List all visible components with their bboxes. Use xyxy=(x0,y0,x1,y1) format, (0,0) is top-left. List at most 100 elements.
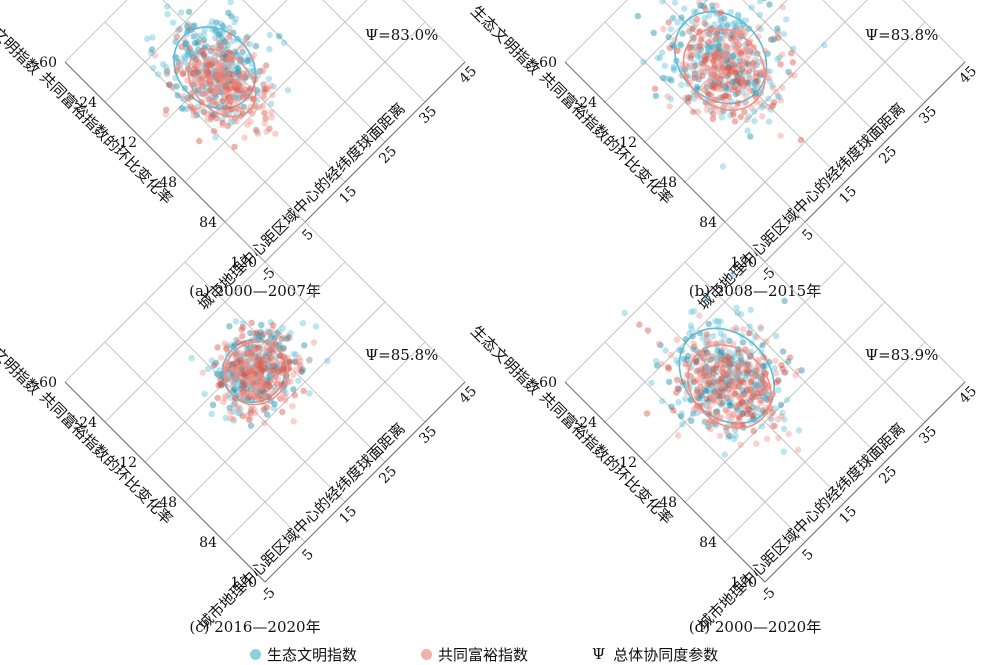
eco-point xyxy=(223,45,230,52)
common-point xyxy=(737,357,744,365)
eco-point xyxy=(280,345,287,352)
common-point xyxy=(719,364,727,372)
common-point xyxy=(259,357,266,364)
eco-point xyxy=(705,368,713,375)
eco-point xyxy=(208,88,216,95)
right-axis xyxy=(264,381,466,583)
eco-point xyxy=(225,41,232,49)
common-point xyxy=(716,388,723,395)
eco-point xyxy=(650,29,657,36)
eco-point xyxy=(742,17,750,24)
common-point xyxy=(259,362,266,369)
left-outer-axis-title: 生态文明指数 xyxy=(0,322,44,398)
common-point xyxy=(698,36,705,43)
grid-line xyxy=(104,221,306,423)
eco-point xyxy=(690,378,697,385)
eco-point xyxy=(755,384,763,391)
eco-point xyxy=(686,27,693,35)
common-point xyxy=(725,64,732,71)
eco-point xyxy=(734,73,741,81)
eco-point xyxy=(757,375,765,383)
common-point xyxy=(721,65,729,73)
eco-point xyxy=(749,382,757,389)
eco-point xyxy=(279,324,287,332)
common-point xyxy=(232,80,239,87)
common-point xyxy=(216,66,224,73)
eco-point xyxy=(717,318,724,325)
common-point xyxy=(190,105,197,113)
eco-point xyxy=(212,134,219,141)
eco-point xyxy=(712,408,720,415)
eco-point xyxy=(230,387,237,394)
eco-point xyxy=(215,71,222,78)
common-point xyxy=(777,61,784,68)
eco-point xyxy=(654,362,661,369)
eco-point xyxy=(734,374,741,382)
common-point xyxy=(266,367,273,375)
eco-point xyxy=(266,46,273,53)
eco-point xyxy=(272,364,279,372)
common-point xyxy=(742,28,749,35)
eco-point xyxy=(175,27,182,34)
eco-point xyxy=(214,75,221,82)
eco-point xyxy=(175,58,182,66)
eco-point xyxy=(258,369,265,376)
common-point xyxy=(250,367,257,374)
common-point xyxy=(238,391,246,398)
eco-point xyxy=(725,382,732,389)
common-point xyxy=(286,359,293,366)
eco-point xyxy=(640,58,647,66)
eco-point xyxy=(757,325,764,332)
psi-value: Ψ=83.9% xyxy=(865,346,938,364)
eco-point xyxy=(225,110,232,117)
right-axis-title: 城市地理中心距区域中心的经纬度球面距离 xyxy=(694,419,908,633)
common-point xyxy=(259,103,266,110)
common-point xyxy=(220,77,228,85)
eco-point xyxy=(256,386,263,393)
common-point xyxy=(261,109,268,117)
eco-point xyxy=(194,39,201,46)
legend-eco-marker xyxy=(250,648,261,660)
eco-point xyxy=(218,58,225,65)
series-common-points xyxy=(199,319,318,427)
eco-point xyxy=(708,355,716,363)
common-point xyxy=(690,376,697,383)
common-point xyxy=(219,69,226,76)
common-point xyxy=(698,42,705,50)
common-point xyxy=(222,82,229,89)
eco-point xyxy=(726,355,733,362)
common-point xyxy=(249,355,257,362)
eco-point xyxy=(182,40,189,48)
eco-point xyxy=(274,330,281,337)
common-point xyxy=(756,386,763,394)
common-point xyxy=(716,75,724,83)
common-point xyxy=(250,387,258,394)
eco-point xyxy=(706,47,713,55)
common-point xyxy=(711,57,718,64)
eco-point xyxy=(212,29,219,36)
eco-point xyxy=(723,427,730,434)
left-tick-label: 120 xyxy=(230,575,257,591)
common-point xyxy=(201,90,208,97)
eco-point xyxy=(254,72,262,79)
common-point xyxy=(724,65,731,73)
eco-point xyxy=(703,402,711,410)
eco-point xyxy=(785,68,792,76)
common-point xyxy=(767,414,774,421)
common-point xyxy=(767,36,775,43)
common-point xyxy=(769,409,776,416)
common-point xyxy=(667,351,675,359)
common-point xyxy=(259,67,267,74)
common-point xyxy=(753,386,760,393)
common-point xyxy=(710,370,718,377)
common-point xyxy=(217,42,225,50)
right-tick-label: 5 xyxy=(299,546,317,564)
eco-point xyxy=(244,34,251,41)
eco-point xyxy=(737,79,744,86)
eco-point xyxy=(722,68,729,75)
eco-point xyxy=(237,385,245,393)
eco-point xyxy=(241,75,248,82)
eco-point xyxy=(654,54,662,62)
common-point xyxy=(195,87,202,94)
common-point xyxy=(245,372,252,379)
